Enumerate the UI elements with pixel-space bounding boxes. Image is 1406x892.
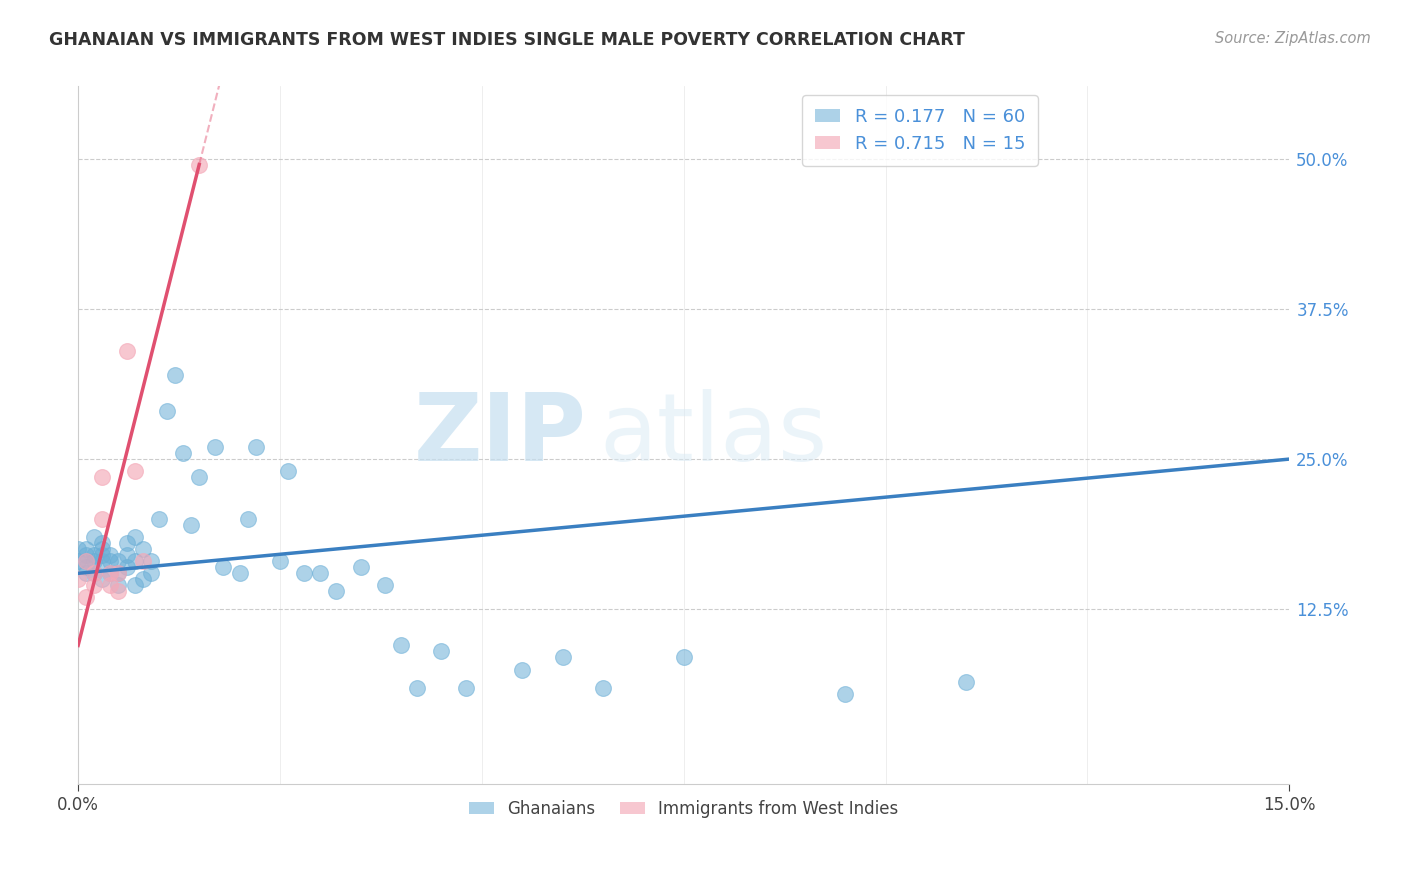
Point [124, 464, 146, 478]
Point [75, 554, 97, 568]
Point [83, 578, 105, 592]
Point [139, 554, 162, 568]
Point [228, 566, 250, 581]
Point [124, 578, 146, 592]
Point [107, 554, 129, 568]
Point [309, 566, 332, 581]
Point [188, 157, 211, 171]
Text: atlas: atlas [599, 389, 827, 481]
Point [107, 584, 129, 599]
Point [430, 644, 453, 658]
Point [83, 566, 105, 581]
Point [83, 554, 105, 568]
Legend: Ghanaians, Immigrants from West Indies: Ghanaians, Immigrants from West Indies [463, 793, 905, 824]
Point [75, 549, 97, 563]
Point [115, 560, 138, 574]
Point [75, 554, 97, 568]
Point [350, 560, 373, 574]
Point [91, 549, 114, 563]
Point [91, 554, 114, 568]
Point [834, 687, 856, 701]
Point [188, 470, 211, 484]
Point [204, 440, 226, 454]
Point [551, 650, 574, 665]
Point [91, 572, 114, 586]
Point [107, 566, 129, 581]
Point [100, 566, 122, 581]
Point [124, 554, 146, 568]
Point [132, 542, 155, 557]
Point [325, 584, 347, 599]
Point [269, 554, 291, 568]
Point [156, 404, 179, 418]
Point [374, 578, 396, 592]
Point [100, 566, 122, 581]
Point [124, 530, 146, 544]
Point [132, 554, 155, 568]
Point [277, 464, 299, 478]
Point [389, 639, 412, 653]
Point [91, 512, 114, 526]
Point [148, 512, 170, 526]
Point [510, 663, 533, 677]
Point [180, 518, 202, 533]
Point [75, 566, 97, 581]
Point [91, 542, 114, 557]
Point [454, 681, 477, 695]
Point [163, 368, 186, 382]
Point [115, 343, 138, 358]
Point [100, 554, 122, 568]
Point [406, 681, 429, 695]
Point [245, 440, 267, 454]
Point [292, 566, 315, 581]
Point [67, 554, 90, 568]
Point [67, 572, 90, 586]
Point [139, 566, 162, 581]
Point [115, 549, 138, 563]
Text: Source: ZipAtlas.com: Source: ZipAtlas.com [1215, 31, 1371, 46]
Point [100, 578, 122, 592]
Point [91, 470, 114, 484]
Point [75, 542, 97, 557]
Point [107, 566, 129, 581]
Point [83, 549, 105, 563]
Point [83, 530, 105, 544]
Text: ZIP: ZIP [413, 389, 586, 481]
Point [83, 566, 105, 581]
Point [132, 572, 155, 586]
Point [955, 674, 977, 689]
Point [75, 560, 97, 574]
Point [592, 681, 614, 695]
Point [91, 536, 114, 550]
Point [75, 591, 97, 605]
Point [172, 446, 194, 460]
Point [100, 549, 122, 563]
Point [115, 536, 138, 550]
Text: GHANAIAN VS IMMIGRANTS FROM WEST INDIES SINGLE MALE POVERTY CORRELATION CHART: GHANAIAN VS IMMIGRANTS FROM WEST INDIES … [49, 31, 965, 49]
Point [672, 650, 695, 665]
Point [67, 542, 90, 557]
Point [212, 560, 235, 574]
Point [107, 578, 129, 592]
Point [236, 512, 259, 526]
